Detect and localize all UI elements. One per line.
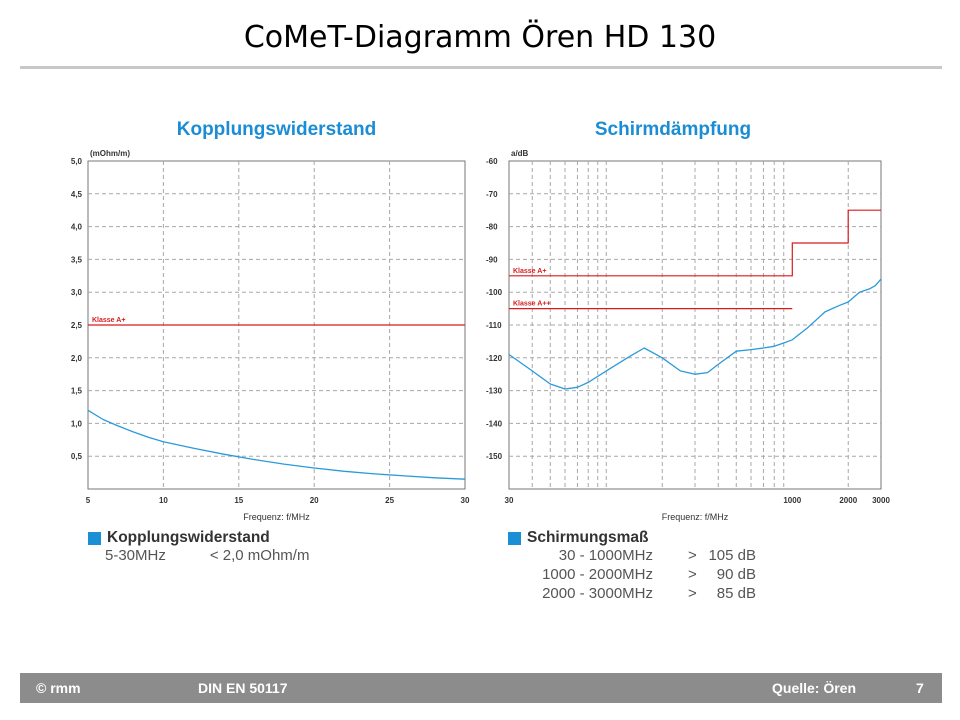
data-series-line [508,278,882,390]
y-tick-label: 4,5 [71,190,83,199]
legend-range: 5-30MHz [105,547,166,565]
data-series-line [87,409,466,480]
legend-row: 5-30MHz < 2,0 mOhm/m [88,547,309,564]
x-tick-label: 1000 [783,496,801,505]
chart-title: Kopplungswiderstand [177,119,377,140]
y-tick-label: -110 [486,321,502,330]
y-tick-label: -130 [486,387,503,396]
x-tick-label: 3000 [872,496,890,505]
footer-copyright: © rmm [36,680,81,696]
y-tick-label: 1,0 [71,419,83,428]
chart-title: Schirmdämpfung [595,119,751,140]
y-tick-label: 3,5 [71,255,83,264]
slide-title: CoMeT-Diagramm Ören HD 130 [243,20,717,55]
x-tick-label: 20 [310,496,319,505]
x-tick-label: 10 [159,496,168,505]
legend-range: 2000 - 3000MHz [542,585,653,603]
y-tick-label: -80 [486,223,498,232]
title-divider [20,66,942,69]
limit-label: Klasse A+ [513,268,546,275]
y-tick-label: -150 [486,452,503,461]
y-tick-label: 2,0 [71,354,83,363]
y-tick-label: -90 [486,255,498,264]
legend-range: 1000 - 2000MHz [542,566,653,584]
y-tick-label: 5,0 [71,157,83,166]
legend-right: Schirmungsmaß 30 - 1000MHz > 105 dB 1000… [508,529,756,609]
legend-value: 90 dB [716,566,756,584]
y-tick-label: -140 [486,419,503,428]
x-axis-label: Frequenz: f/MHz [243,512,310,522]
limit-label: Klasse A++ [513,301,551,308]
legend-range: 30 - 1000MHz [558,547,653,565]
legend-op: > [688,585,697,603]
y-tick-label: 3,0 [71,288,83,297]
x-tick-label: 30 [505,496,514,505]
chart-schirmdaempfung: Schirmdämpfung -60 -70 -80 -90 -100 -110 -120 -1… [486,119,890,522]
y-tick-label: -120 [486,354,503,363]
y-tick-label: 4,0 [71,223,83,232]
footer-page-number: 7 [916,680,924,696]
legend-left: Kopplungswiderstand 5-30MHz < 2,0 mOhm/m [88,529,309,564]
y-tick-label: 1,5 [71,387,83,396]
y-axis-label: (mOhm/m) [90,149,130,158]
y-tick-label: 2,5 [71,321,83,330]
footer-standard: DIN EN 50117 [198,680,288,696]
x-tick-label: 2000 [839,496,857,505]
legend-value: 85 dB [716,585,756,603]
legend-value: < 2,0 mOhm/m [209,547,310,565]
y-tick-label: -100 [486,288,503,297]
y-tick-label: -70 [486,190,498,199]
limit-line [509,209,881,277]
x-tick-label: 15 [234,496,243,505]
legend-op: > [688,566,697,584]
x-tick-label: 5 [86,496,91,505]
legend-title: Kopplungswiderstand [107,529,270,546]
legend-title: Schirmungsmaß [527,529,649,546]
x-tick-label: 30 [461,496,470,505]
limit-label: Klasse A+ [92,317,125,324]
footer-bar: © rmm DIN EN 50117 Quelle: Ören 7 [20,673,942,703]
x-axis-label: Frequenz: f/MHz [662,512,729,522]
y-tick-label: -60 [486,157,498,166]
x-tick-label: 25 [385,496,394,505]
y-axis-label: a/dB [511,149,529,158]
legend-value: 105 dB [708,547,756,565]
footer-source: Quelle: Ören [772,680,857,696]
chart-kopplungswiderstand: Kopplungswiderstand 0,5 1,0 1,5 2,0 2,5 3,0 3,5… [71,119,470,522]
legend-swatch [508,531,521,545]
legend-op: > [688,547,697,565]
legend-swatch [88,531,101,545]
y-tick-label: 0,5 [71,452,83,461]
